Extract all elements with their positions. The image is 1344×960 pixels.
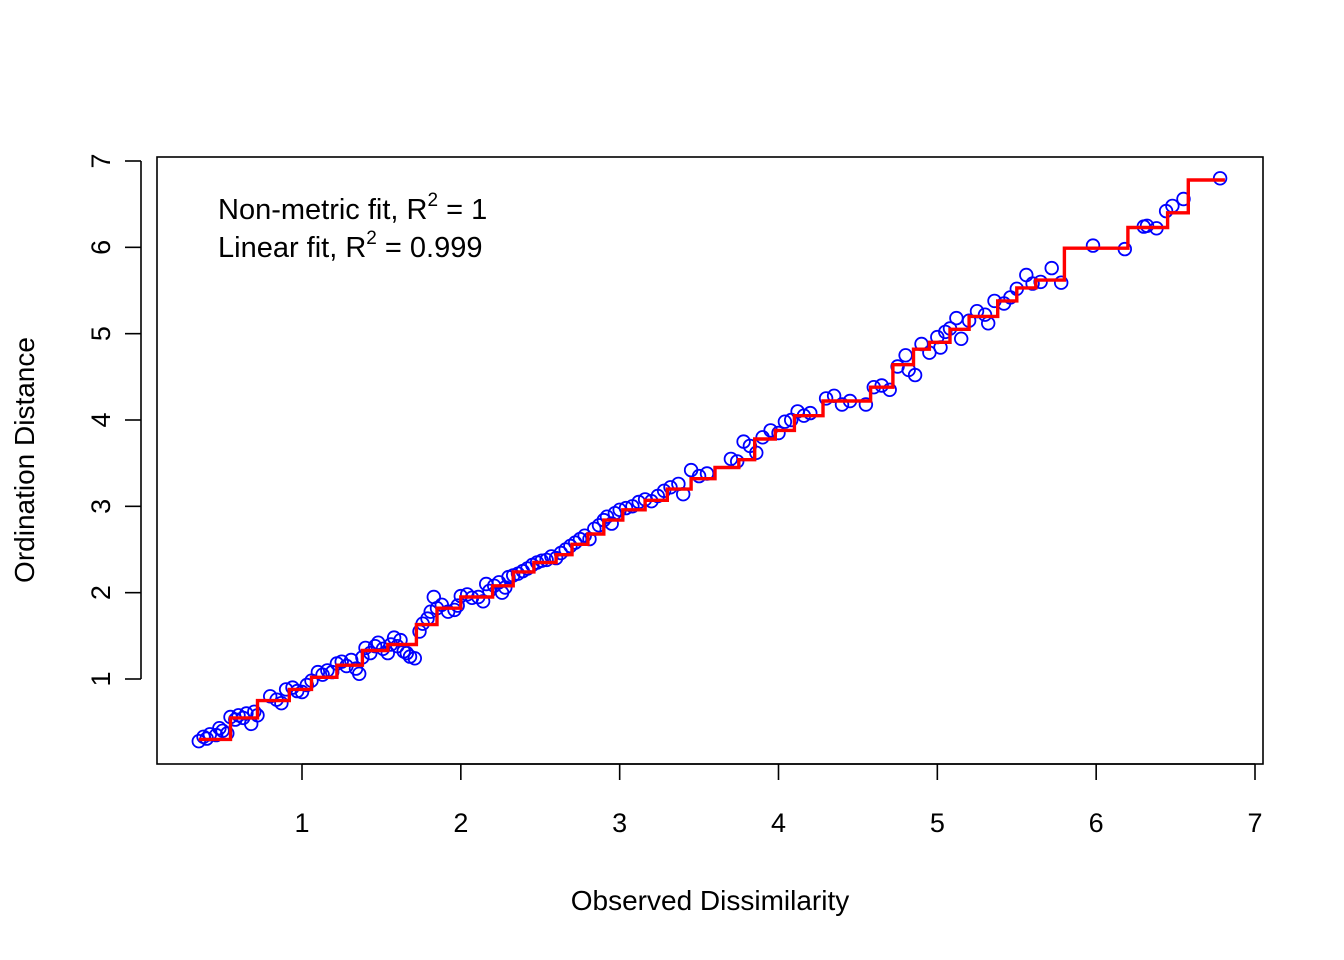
data-point [858, 397, 874, 412]
y-tick-label: 6 [86, 240, 116, 255]
data-point [475, 594, 491, 609]
y-axis-title: Ordination Distance [9, 337, 40, 583]
data-point [663, 480, 678, 495]
data-point [352, 666, 367, 682]
legend-linear-value: = 0.999 [377, 232, 483, 264]
data-point [834, 397, 850, 412]
data-point [882, 382, 897, 398]
legend-linear-label: Linear fit, R [218, 232, 366, 264]
data-point [358, 640, 373, 656]
x-tick-label: 6 [1089, 808, 1104, 838]
data-point [803, 405, 818, 421]
x-tick-label: 4 [771, 808, 786, 838]
legend-nonmetric-sup: 2 [427, 190, 438, 211]
data-point [691, 468, 707, 484]
x-axis: 1 2 3 4 5 6 7 [294, 763, 1263, 838]
x-tick-label: 1 [294, 808, 309, 838]
data-point [450, 598, 465, 613]
data-point [1044, 260, 1059, 276]
data-point [1085, 238, 1101, 253]
x-tick-label: 5 [930, 808, 945, 838]
data-point [777, 414, 793, 429]
data-point [949, 310, 964, 326]
x-axis-title: Observed Dissimilarity [571, 885, 850, 916]
fit-layer [198, 178, 1225, 742]
data-point [981, 316, 996, 331]
data-point [191, 734, 207, 749]
data-point [407, 651, 423, 666]
y-tick-label: 7 [86, 153, 116, 168]
data-point [954, 331, 969, 347]
data-point [907, 367, 923, 383]
y-tick-label: 1 [86, 671, 116, 686]
legend: Non-metric fit, R2 = 1 Linear fit, R2 = … [218, 190, 487, 264]
y-tick-label: 5 [86, 326, 116, 341]
legend-linear: Linear fit, R2 = 0.999 [218, 228, 483, 264]
y-tick-label: 2 [86, 585, 116, 600]
x-tick-label: 2 [453, 808, 468, 838]
x-tick-label: 7 [1247, 808, 1262, 838]
data-point [898, 348, 913, 363]
legend-linear-sup: 2 [366, 228, 377, 249]
x-tick-label: 3 [612, 808, 627, 838]
data-point [315, 667, 330, 682]
data-point [548, 550, 564, 566]
data-point [1053, 275, 1069, 290]
legend-nonmetric-value: = 1 [438, 194, 487, 226]
data-point [818, 391, 834, 406]
data-point [771, 425, 786, 441]
data-point [334, 654, 349, 669]
data-point [367, 639, 383, 654]
legend-nonmetric: Non-metric fit, R2 = 1 [218, 190, 487, 226]
legend-nonmetric-label: Non-metric fit, R [218, 194, 427, 226]
data-point [274, 696, 289, 711]
data-point [1025, 276, 1040, 291]
y-tick-label: 3 [86, 499, 116, 514]
y-axis: 1 2 3 4 5 6 7 [86, 153, 142, 687]
nonmetric-fit-line [198, 178, 1225, 742]
data-point [1019, 267, 1034, 283]
y-tick-label: 4 [86, 412, 116, 427]
